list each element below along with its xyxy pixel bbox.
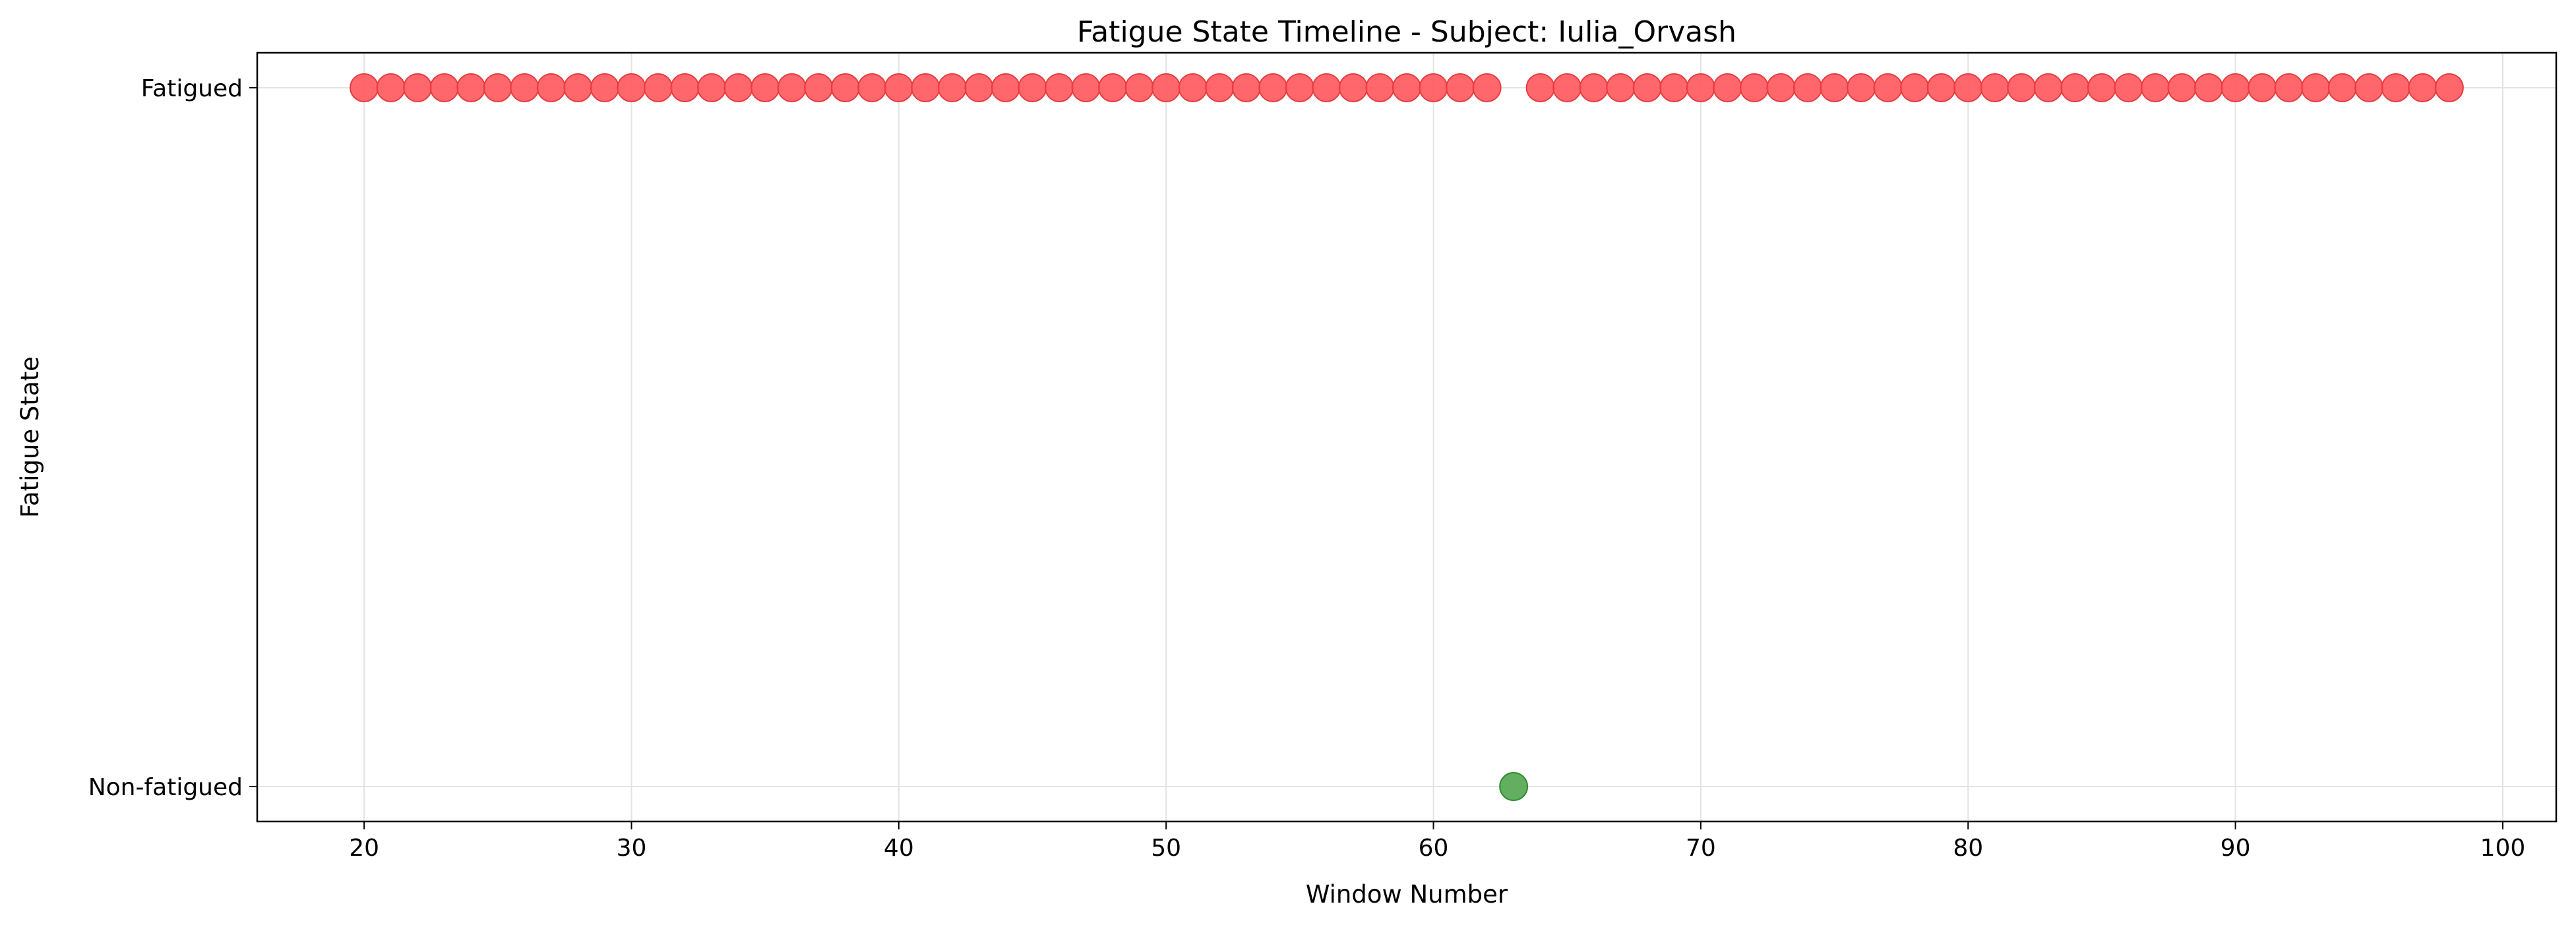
x-tick-label: 60	[1419, 835, 1449, 862]
fatigued-point	[1713, 73, 1742, 102]
fatigued-point	[403, 73, 433, 102]
fatigued-point	[617, 73, 646, 102]
fatigued-point	[1098, 73, 1128, 102]
fatigued-point	[1285, 73, 1314, 102]
fatigued-point	[991, 73, 1020, 102]
fatigued-point	[1552, 73, 1582, 102]
fatigued-point	[1231, 73, 1261, 102]
fatigued-point	[670, 73, 700, 102]
fatigued-point	[1793, 73, 1823, 102]
fatigued-point	[911, 73, 940, 102]
fatigued-point	[563, 73, 593, 102]
fatigued-point	[1472, 73, 1502, 102]
fatigued-point	[376, 73, 406, 102]
fatigued-point	[2327, 73, 2357, 102]
fatigued-point	[723, 73, 753, 102]
fatigued-point	[2381, 73, 2410, 102]
fatigued-point	[2194, 73, 2224, 102]
fatigued-point	[1178, 73, 1208, 102]
fatigued-point	[510, 73, 539, 102]
fatigued-point	[1606, 73, 1636, 102]
fatigued-point	[1124, 73, 1154, 102]
fatigued-point	[697, 73, 727, 102]
fatigued-point	[1820, 73, 1849, 102]
fatigued-point	[1980, 73, 2009, 102]
x-tick-label: 20	[349, 835, 379, 862]
fatigued-point	[1392, 73, 1421, 102]
fatigued-point	[456, 73, 486, 102]
plot-frame	[256, 51, 2558, 823]
fatigued-point	[483, 73, 512, 102]
fatigued-point	[1071, 73, 1101, 102]
fatigued-point	[1338, 73, 1368, 102]
x-tick-label: 100	[2480, 835, 2526, 862]
fatigued-point	[1900, 73, 1930, 102]
x-tick-label: 30	[617, 835, 647, 862]
fatigued-point	[2248, 73, 2277, 102]
fatigued-point	[1926, 73, 1956, 102]
fatigued-point	[2114, 73, 2143, 102]
fatigued-point	[2354, 73, 2384, 102]
fatigued-point	[2167, 73, 2197, 102]
y-axis-label: Fatigue State	[16, 356, 44, 518]
x-tick-label: 80	[1953, 835, 1983, 862]
fatigued-point	[1686, 73, 1715, 102]
chart-title: Fatigue State Timeline - Subject: Iulia_…	[1077, 15, 1736, 49]
fatigued-point	[884, 73, 913, 102]
fatigued-point	[1632, 73, 1662, 102]
fatigued-point	[964, 73, 994, 102]
x-tick-label: 90	[2221, 835, 2251, 862]
fatigued-point	[1258, 73, 1288, 102]
fatigued-point	[429, 73, 459, 102]
fatigued-point	[2434, 73, 2464, 102]
fatigued-point	[2301, 73, 2331, 102]
fatigued-point	[1579, 73, 1609, 102]
fatigued-point	[1953, 73, 1983, 102]
fatigued-point	[1847, 73, 1876, 102]
fatigued-point	[644, 73, 673, 102]
axis-ticks: 20 30 40 50 60 70 80 90 100 Non-fatigued Fatigued	[88, 75, 2526, 862]
fatigued-point	[2408, 73, 2438, 102]
fatigued-point	[2274, 73, 2304, 102]
non-fatigued-point	[1499, 772, 1529, 802]
fatigued-point	[1312, 73, 1341, 102]
fatigued-point	[1205, 73, 1235, 102]
fatigued-point	[804, 73, 834, 102]
data-points	[350, 73, 2464, 802]
fatigued-point	[830, 73, 860, 102]
fatigued-point	[536, 73, 566, 102]
fatigued-point	[590, 73, 619, 102]
fatigued-point	[2033, 73, 2063, 102]
fatigued-point	[1045, 73, 1074, 102]
fatigued-point	[1151, 73, 1181, 102]
fatigued-point	[350, 73, 379, 102]
x-tick-label: 50	[1151, 835, 1181, 862]
fatigued-point	[1419, 73, 1448, 102]
x-tick-label: 40	[884, 835, 914, 862]
fatigued-point	[1018, 73, 1047, 102]
fatigued-point	[1365, 73, 1395, 102]
fatigued-point	[2060, 73, 2090, 102]
fatigued-point	[2140, 73, 2170, 102]
x-axis-label: Window Number	[1306, 880, 1508, 909]
fatigued-point	[1659, 73, 1689, 102]
y-tick-label: Fatigued	[141, 75, 243, 102]
y-tick-label: Non-fatigued	[88, 774, 243, 801]
fatigued-point	[1873, 73, 1903, 102]
fatigued-point	[2087, 73, 2116, 102]
fatigued-point	[857, 73, 887, 102]
fatigued-point	[1739, 73, 1769, 102]
fatigued-point	[1525, 73, 1555, 102]
fatigued-point	[1446, 73, 1475, 102]
fatigued-point	[937, 73, 967, 102]
fatigued-point	[751, 73, 780, 102]
fatigued-point	[2007, 73, 2037, 102]
x-tick-label: 70	[1686, 835, 1716, 862]
fatigued-point	[777, 73, 807, 102]
fatigued-point	[1766, 73, 1796, 102]
fatigued-point	[2221, 73, 2250, 102]
